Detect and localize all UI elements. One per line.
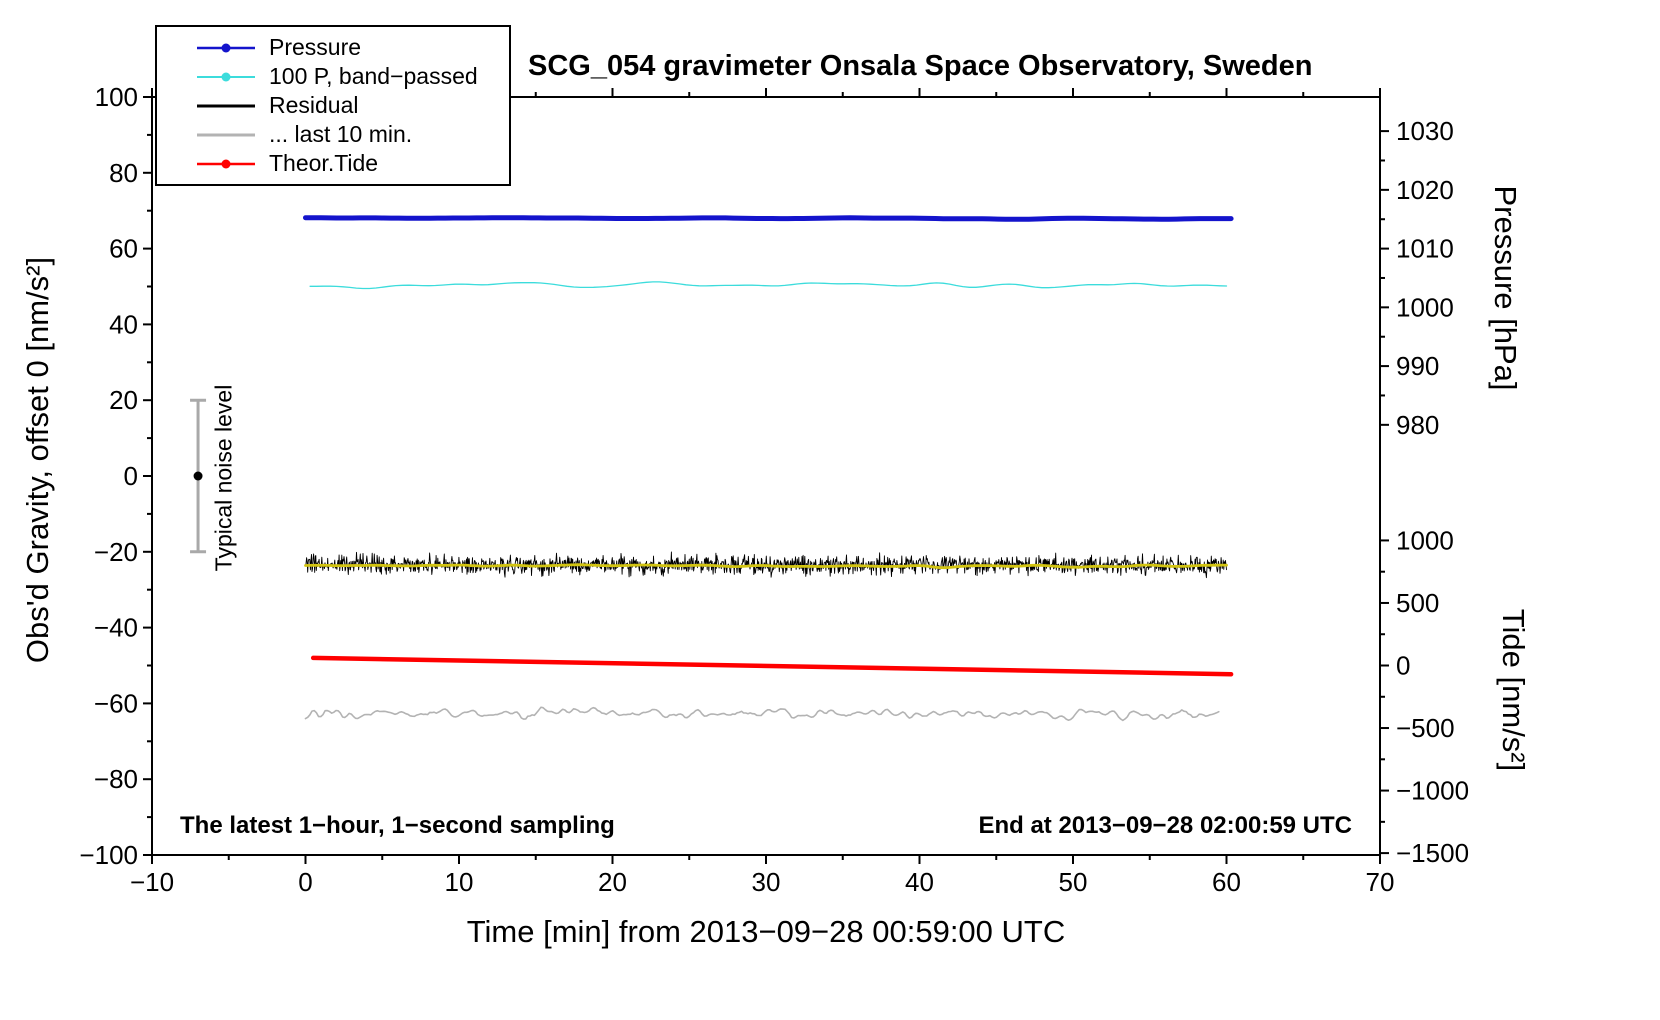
tide-tick-label: 0 [1396, 651, 1410, 681]
y-left-tick-label: −40 [94, 613, 138, 643]
x-tick-label: 10 [445, 867, 474, 897]
legend-label: Pressure [269, 34, 362, 60]
legend: Pressure 100 P, band−passed Residual ... la… [155, 25, 511, 186]
y-left-tick-label: −100 [79, 840, 138, 870]
end-time-annotation: End at 2013−09−28 02:00:59 UTC [978, 812, 1352, 839]
x-tick-label: 20 [598, 867, 627, 897]
plot-frame [151, 96, 1381, 856]
x-tick-label: 0 [298, 867, 312, 897]
series-100-p-band-passed [309, 281, 1228, 290]
x-tick-label: −10 [130, 867, 174, 897]
tide-tick-label: 500 [1396, 588, 1439, 618]
y-left-tick-label: 80 [109, 158, 138, 188]
tide-tick-label: −500 [1396, 713, 1455, 743]
legend-marker-100-p-band-passed-icon [197, 72, 255, 81]
y-axis-label-pressure: Pressure [hPa] [1488, 185, 1523, 391]
legend-item-100-p-band-passed: 100 P, band−passed [157, 62, 509, 91]
y-left-tick-label: −80 [94, 764, 138, 794]
tide-tick-label: 1000 [1396, 525, 1454, 555]
x-axis-label: Time [min] from 2013−09−28 00:59:00 UTC [466, 914, 1066, 949]
x-tick-label: 50 [1059, 867, 1088, 897]
pressure-tick-label: 1030 [1396, 116, 1454, 146]
legend-item-last-10-min: ... last 10 min. [157, 120, 509, 149]
y-left-tick-label: 0 [124, 461, 138, 491]
series-last-10-min [304, 706, 1220, 722]
x-tick-label: 40 [905, 867, 934, 897]
legend-item-theor-tide: Theor.Tide [157, 149, 509, 178]
x-tick-label: 30 [752, 867, 781, 897]
chart-title: SCG_054 gravimeter Onsala Space Observat… [528, 50, 1313, 82]
y-left-tick-label: −60 [94, 688, 138, 718]
legend-item-pressure: Pressure [157, 33, 509, 62]
pressure-tick-label: 1020 [1396, 175, 1454, 205]
y-axis-label-gravity: Obs'd Gravity, offset 0 [nm/s²] [20, 256, 55, 664]
legend-label: ... last 10 min. [269, 121, 413, 147]
legend-marker-theor-tide-icon [197, 159, 255, 168]
legend-marker-last-10-min-icon [197, 133, 255, 136]
x-tick-label: 70 [1366, 867, 1395, 897]
legend-label: Residual [269, 92, 359, 118]
y-left-tick-label: −20 [94, 537, 138, 567]
legend-item-residual: Residual [157, 91, 509, 120]
legend-marker-pressure-icon [197, 43, 255, 52]
legend-label: 100 P, band−passed [269, 63, 478, 89]
noise-level-annotation: Typical noise level [210, 384, 237, 572]
sampling-annotation: The latest 1−hour, 1−second sampling [180, 812, 615, 839]
y-left-tick-label: 60 [109, 234, 138, 264]
tide-tick-label: −1500 [1396, 838, 1469, 868]
tide-tick-label: −1000 [1396, 776, 1469, 806]
y-left-tick-label: 40 [109, 309, 138, 339]
legend-label: Theor.Tide [269, 150, 379, 176]
x-tick-label: 60 [1212, 867, 1241, 897]
pressure-tick-label: 1010 [1396, 234, 1454, 264]
pressure-tick-label: 980 [1396, 410, 1439, 440]
series-pressure [303, 215, 1234, 222]
y-axis-label-tide: Tide [nm/s²] [1496, 608, 1531, 772]
y-left-tick-label: 100 [95, 82, 138, 112]
pressure-tick-label: 990 [1396, 351, 1439, 381]
series-residual-mean [304, 563, 1228, 570]
noise-errorbar-dot [193, 471, 203, 481]
pressure-tick-label: 1000 [1396, 292, 1454, 322]
series-theor-tide [310, 655, 1234, 677]
y-left-tick-label: 20 [109, 385, 138, 415]
legend-marker-residual-icon [197, 104, 255, 107]
